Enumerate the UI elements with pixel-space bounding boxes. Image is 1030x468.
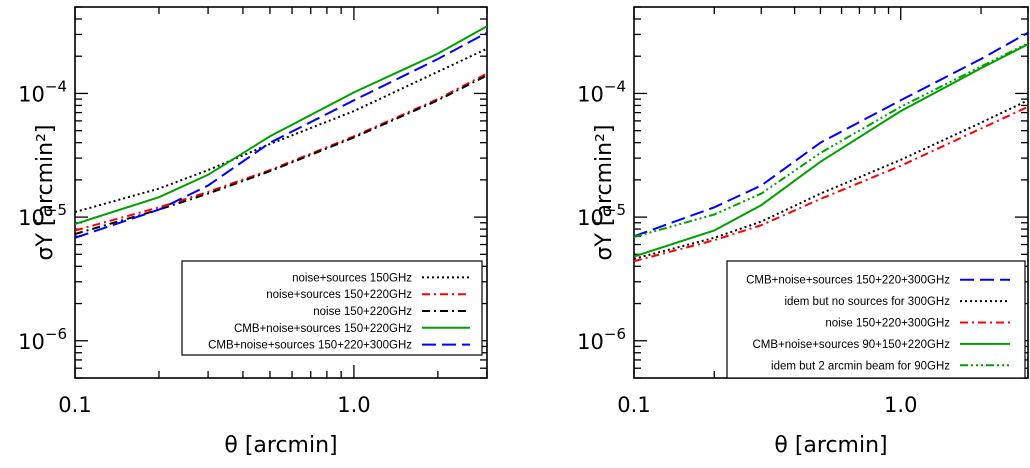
legend-label: CMB+noise+sources 150+220GHz	[234, 323, 412, 335]
series-line-3	[634, 105, 1028, 263]
series-line-2	[75, 72, 487, 232]
series-line-3	[75, 74, 487, 235]
legend-label: noise 150+220GHz	[313, 306, 412, 318]
legend-label: noise+sources 150GHz	[292, 272, 412, 284]
y-tick-label: 10−4	[18, 77, 67, 106]
legend-label: idem but 2 arcmin beam for 90GHz	[771, 360, 950, 372]
series-line-4	[634, 43, 1028, 258]
x-axis: 0.1 1.0	[58, 7, 488, 417]
legend-label: CMB+noise+sources 150+220+300GHz	[746, 275, 950, 287]
x-tick-label: 1.0	[337, 393, 370, 417]
legend-box	[726, 260, 1026, 379]
legend-label: CMB+noise+sources 150+220+300GHz	[208, 340, 412, 352]
y-tick-label: 10−6	[18, 325, 67, 354]
y-axis-title: σY [arcmin²]	[33, 125, 58, 261]
y-tick-label: 10−5	[577, 201, 626, 230]
chart-panel-left: 0.1 1.0 10−6 10−5 10−4 θ [arcmin] σY [arcmin²]…	[18, 6, 488, 458]
y-tick-label: 10−6	[577, 325, 626, 354]
legend-label: noise+sources 150+220GHz	[266, 289, 412, 301]
x-axis: 0.1 1.0	[617, 7, 1029, 417]
y-tick-label: 10−4	[577, 77, 626, 106]
legend-label: idem but no sources for 300GHz	[784, 296, 950, 308]
series-group	[75, 25, 487, 239]
x-tick-label: 0.1	[58, 393, 91, 417]
legend-label: noise 150+220+300GHz	[825, 318, 950, 330]
legend: CMB+noise+sources 150+220+300GHz idem but…	[726, 260, 1026, 379]
x-axis-title: θ [arcmin]	[774, 433, 887, 458]
legend: noise+sources 150GHz noise+sources 150+22…	[181, 260, 483, 356]
series-group	[634, 31, 1028, 263]
series-line-5	[75, 31, 487, 239]
series-line-1	[75, 47, 487, 213]
y-axis: 10−6 10−5 10−4	[577, 6, 1028, 379]
legend-label: CMB+noise+sources 90+150+220GHz	[752, 339, 950, 351]
series-line-2	[634, 99, 1028, 260]
chart-panel-right: 0.1 1.0 10−6 10−5 10−4 θ [arcmin] σY [arcmin²]…	[577, 6, 1029, 458]
y-axis-title: σY [arcmin²]	[592, 125, 617, 261]
y-axis: 10−6 10−5 10−4	[18, 6, 487, 379]
series-line-4	[75, 25, 487, 225]
series-line-1	[634, 31, 1028, 238]
x-axis-title: θ [arcmin]	[224, 433, 337, 458]
x-tick-label: 1.0	[884, 393, 917, 417]
y-tick-label: 10−5	[18, 201, 67, 230]
plot-frame	[74, 6, 488, 379]
x-tick-label: 0.1	[617, 393, 650, 417]
series-line-5	[634, 42, 1028, 238]
